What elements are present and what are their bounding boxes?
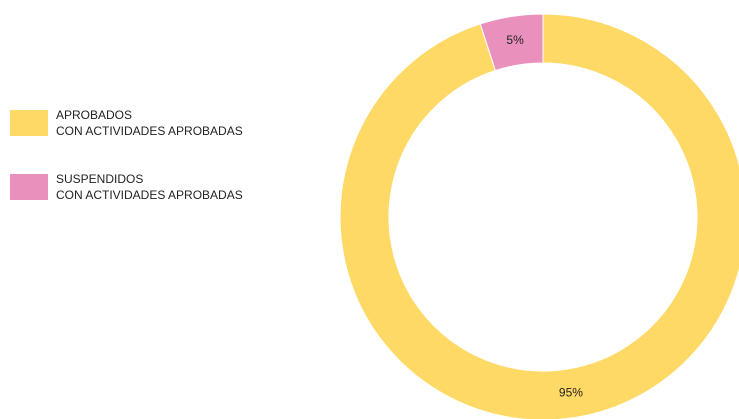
donut-slice: [479, 13, 544, 72]
legend-item: SUSPENDIDOS CON ACTIVIDADES APROBADAS: [10, 172, 243, 203]
legend-label: SUSPENDIDOS CON ACTIVIDADES APROBADAS: [56, 172, 243, 202]
legend-swatch: [10, 110, 48, 136]
legend-swatch: [10, 174, 48, 200]
legend-item: APROBADOS CON ACTIVIDADES APROBADAS: [10, 108, 243, 139]
data-label: 5%: [506, 33, 524, 47]
legend-label: APROBADOS CON ACTIVIDADES APROBADAS: [56, 108, 243, 138]
data-label: 95%: [559, 385, 583, 399]
donut-slice: [339, 13, 739, 419]
